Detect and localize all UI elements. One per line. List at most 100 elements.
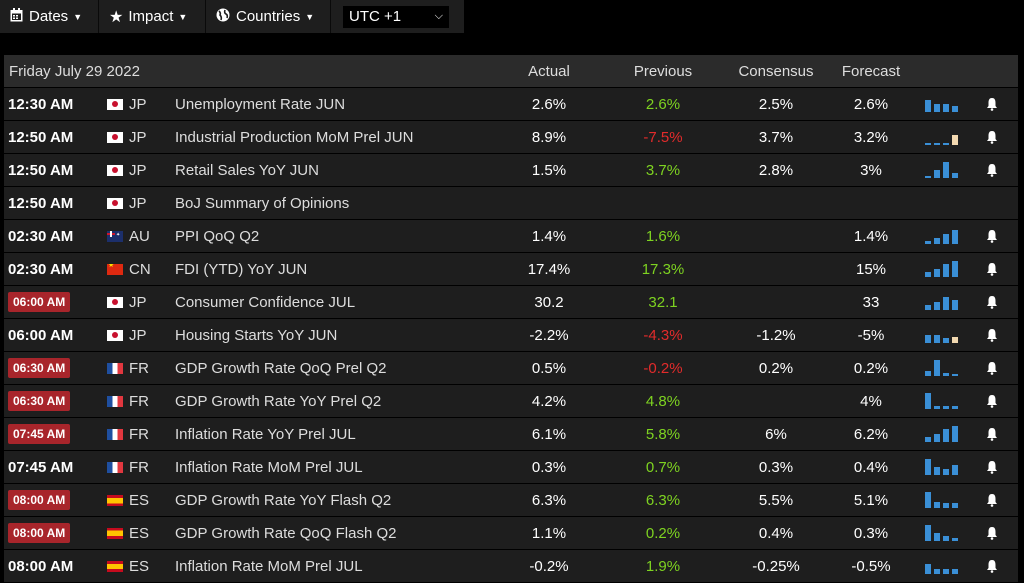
sparkline-svg <box>925 135 958 145</box>
table-row[interactable]: 06:30 AM FR GDP Growth Rate QoQ Prel Q2 0.5… <box>4 352 1018 385</box>
sparkline-chart[interactable] <box>925 352 961 384</box>
bell-icon[interactable] <box>984 88 1000 120</box>
bell-icon[interactable] <box>984 484 1000 516</box>
event-name[interactable]: Inflation Rate MoM Prel JUL <box>175 557 363 575</box>
table-row[interactable]: 08:00 AM ES GDP Growth Rate YoY Flash Q2 6.… <box>4 484 1018 517</box>
bell-icon[interactable] <box>984 418 1000 450</box>
forecast-value: 6.2% <box>853 425 889 443</box>
bell-icon[interactable] <box>984 154 1000 186</box>
table-row[interactable]: 06:00 AM JP Consumer Confidence JUL 30.2 32.… <box>4 286 1018 319</box>
sparkline-chart[interactable] <box>925 121 961 153</box>
event-name[interactable]: PPI QoQ Q2 <box>175 227 260 245</box>
event-name[interactable]: Inflation Rate MoM Prel JUL <box>175 458 363 476</box>
table-row[interactable]: 12:50 AM JP Retail Sales YoY JUN 1.5% 3.7% 2.… <box>4 154 1018 187</box>
sparkline-chart[interactable] <box>925 88 961 120</box>
bell-icon[interactable] <box>984 352 1000 384</box>
table-row[interactable]: 08:00 AM ES Inflation Rate MoM Prel JUL -0.… <box>4 550 1018 583</box>
sparkline-chart[interactable] <box>925 220 961 252</box>
timezone-value: UTC +1 <box>349 8 402 25</box>
table-row[interactable]: 02:30 AM AU PPI QoQ Q2 1.4% 1.6% 1.4% <box>4 220 1018 253</box>
country-code: JP <box>129 194 147 212</box>
sparkline-bar <box>934 302 940 310</box>
event-name[interactable]: FDI (YTD) YoY JUN <box>175 260 308 278</box>
sparkline-chart[interactable] <box>925 550 961 582</box>
actual-value: 0.5% <box>531 359 567 377</box>
event-time: 12:50 AM <box>8 121 73 153</box>
sparkline-svg <box>925 426 958 442</box>
forecast-header: Forecast <box>841 62 901 80</box>
table-row[interactable]: 07:45 AM FR Inflation Rate MoM Prel JUL 0.3… <box>4 451 1018 484</box>
countries-dropdown[interactable]: Countries ▼ <box>206 0 331 33</box>
table-row[interactable]: 12:30 AM JP Unemployment Rate JUN 2.6% 2.6% 2… <box>4 88 1018 121</box>
consensus-value: 6% <box>765 425 787 443</box>
previous-value: 0.7% <box>645 458 681 476</box>
table-row[interactable]: 12:50 AM JP Industrial Production MoM Prel… <box>4 121 1018 154</box>
sparkline-bar <box>952 569 958 574</box>
event-rows: 12:30 AM JP Unemployment Rate JUN 2.6% 2.6% 2… <box>4 88 1018 583</box>
consensus-value: 2.5% <box>758 95 794 113</box>
sparkline-bar <box>943 297 949 310</box>
sparkline-chart[interactable] <box>925 418 961 450</box>
sparkline-chart[interactable] <box>925 319 961 351</box>
table-row[interactable]: 06:30 AM FR GDP Growth Rate YoY Prel Q2 4.2… <box>4 385 1018 418</box>
event-time: 07:45 AM <box>8 451 73 483</box>
country-code: JP <box>129 326 147 344</box>
caret-down-icon: ▼ <box>178 11 188 22</box>
table-row[interactable]: 02:30 AM CN FDI (YTD) YoY JUN 17.4% 17.3% 15% <box>4 253 1018 286</box>
timezone-select[interactable]: UTC +1 ⌵ <box>343 5 449 28</box>
star-icon: ★ <box>109 8 124 26</box>
bell-icon[interactable] <box>984 220 1000 252</box>
previous-value: 3.7% <box>645 161 681 179</box>
dates-dropdown[interactable]: Dates ▼ <box>0 0 99 33</box>
bell-icon[interactable] <box>984 121 1000 153</box>
event-name[interactable]: GDP Growth Rate YoY Prel Q2 <box>175 392 382 410</box>
event-name[interactable]: Unemployment Rate JUN <box>175 95 346 113</box>
sparkline-bar <box>943 429 949 442</box>
event-name[interactable]: Housing Starts YoY JUN <box>175 326 338 344</box>
impact-label: Impact <box>128 8 174 25</box>
sparkline-bar <box>943 469 949 475</box>
bell-icon[interactable] <box>984 286 1000 318</box>
sparkline-chart[interactable] <box>925 517 961 549</box>
table-row[interactable]: 07:45 AM FR Inflation Rate YoY Prel JUL 6.1… <box>4 418 1018 451</box>
table-row[interactable]: 06:00 AM JP Housing Starts YoY JUN -2.2% -4.… <box>4 319 1018 352</box>
forecast-value: -5% <box>857 326 885 344</box>
sparkline-chart[interactable] <box>925 286 961 318</box>
bell-icon[interactable] <box>984 517 1000 549</box>
sparkline-chart[interactable] <box>925 484 961 516</box>
event-time-text: 12:50 AM <box>8 161 74 179</box>
event-name[interactable]: Retail Sales YoY JUN <box>175 161 319 179</box>
bell-icon[interactable] <box>984 253 1000 285</box>
bell-icon[interactable] <box>984 550 1000 582</box>
sparkline-chart[interactable] <box>925 385 961 417</box>
event-name[interactable]: Consumer Confidence JUL <box>175 293 356 311</box>
sparkline-chart[interactable] <box>925 451 961 483</box>
sparkline-chart[interactable] <box>925 154 961 186</box>
bell-icon[interactable] <box>984 385 1000 417</box>
table-row[interactable]: 08:00 AM ES GDP Growth Rate QoQ Flash Q2 1.… <box>4 517 1018 550</box>
event-name[interactable]: Industrial Production MoM Prel JUN <box>175 128 414 146</box>
consensus-value: -1.2% <box>756 326 796 344</box>
bell-icon[interactable] <box>984 451 1000 483</box>
country-code: ES <box>129 557 150 575</box>
event-name[interactable]: BoJ Summary of Opinions <box>175 194 350 212</box>
sparkline-bar <box>934 170 940 178</box>
table-header: Friday July 29 2022 Actual Previous Cons… <box>4 55 1018 88</box>
event-time-badge: 06:00 AM <box>8 292 71 312</box>
sparkline-bar <box>952 374 958 376</box>
event-name[interactable]: GDP Growth Rate YoY Flash Q2 <box>175 491 392 509</box>
event-name[interactable]: GDP Growth Rate QoQ Prel Q2 <box>175 359 387 377</box>
event-name[interactable]: Inflation Rate YoY Prel JUL <box>175 425 356 443</box>
sparkline-bar <box>952 300 958 310</box>
impact-dropdown[interactable]: ★ Impact ▼ <box>99 0 206 33</box>
table-row[interactable]: 12:50 AM JP BoJ Summary of Opinions <box>4 187 1018 220</box>
bell-icon[interactable] <box>984 319 1000 351</box>
sparkline-chart[interactable] <box>925 253 961 285</box>
event-name[interactable]: GDP Growth Rate QoQ Flash Q2 <box>175 524 397 542</box>
consensus-value <box>736 187 816 219</box>
sparkline-svg <box>925 100 958 112</box>
consensus-value <box>736 220 816 252</box>
actual-value <box>509 187 589 219</box>
country-code: JP <box>129 128 147 146</box>
event-time: 06:30 AM <box>8 352 71 384</box>
